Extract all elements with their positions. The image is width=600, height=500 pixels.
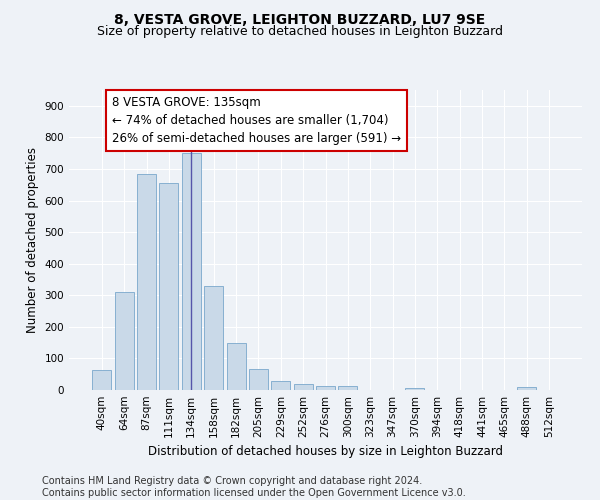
Text: Contains HM Land Registry data © Crown copyright and database right 2024.
Contai: Contains HM Land Registry data © Crown c…: [42, 476, 466, 498]
Bar: [338, 386, 358, 390]
Bar: [160, 183, 178, 390]
Bar: [182, 153, 201, 390]
Text: 8, VESTA GROVE, LEIGHTON BUZZARD, LU7 9SE: 8, VESTA GROVE, LEIGHTON BUZZARD, LU7 9S…: [115, 12, 485, 26]
Bar: [115, 292, 134, 390]
Bar: [249, 370, 268, 390]
Bar: [227, 342, 245, 390]
Bar: [316, 386, 335, 390]
Bar: [271, 380, 290, 390]
Bar: [204, 286, 223, 390]
Bar: [517, 388, 536, 390]
X-axis label: Distribution of detached houses by size in Leighton Buzzard: Distribution of detached houses by size …: [148, 446, 503, 458]
Y-axis label: Number of detached properties: Number of detached properties: [26, 147, 39, 333]
Bar: [406, 388, 424, 390]
Bar: [293, 384, 313, 390]
Text: 8 VESTA GROVE: 135sqm
← 74% of detached houses are smaller (1,704)
26% of semi-d: 8 VESTA GROVE: 135sqm ← 74% of detached …: [112, 96, 401, 146]
Text: Size of property relative to detached houses in Leighton Buzzard: Size of property relative to detached ho…: [97, 25, 503, 38]
Bar: [92, 370, 112, 390]
Bar: [137, 174, 156, 390]
